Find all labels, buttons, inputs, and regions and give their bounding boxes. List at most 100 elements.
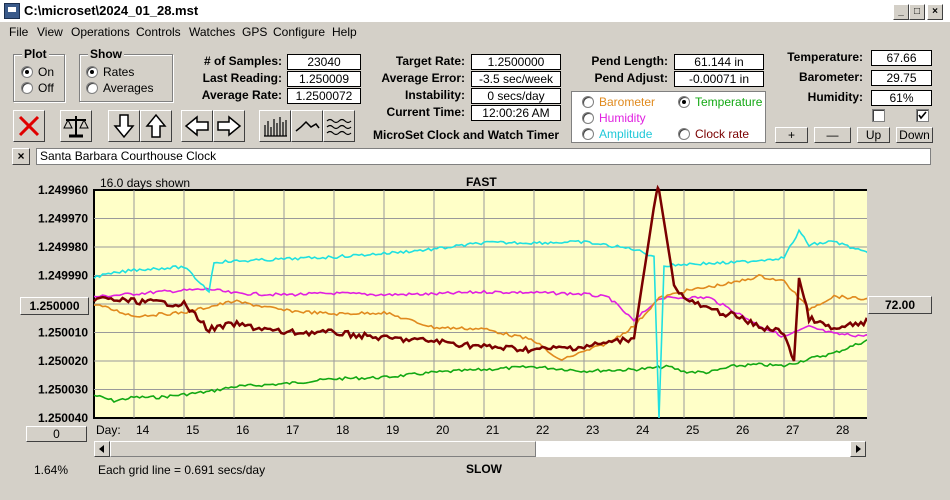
sensor-down-button[interactable]: Down [896, 127, 933, 143]
samples-label: # of Samples: [180, 54, 282, 68]
chart-panel: 1.249960 1.249970 1.249980 1.249990 1.250000… [14, 172, 867, 448]
pend-adjust-label: Pend Adjust: [566, 71, 668, 85]
scroll-track[interactable] [536, 441, 850, 457]
menu-configure[interactable]: Configure [273, 25, 325, 39]
arrow-down-icon [109, 111, 139, 141]
left-tick-label: 1.249960 [38, 183, 88, 197]
show-averages-label: Averages [103, 81, 153, 95]
aux-temperature-radio[interactable]: Temperature [678, 95, 762, 109]
close-button[interactable]: × [927, 4, 943, 20]
day-tick-label: 28 [836, 423, 850, 437]
menu-controls[interactable]: Controls [136, 25, 181, 39]
scroll-value-button[interactable]: 0 [26, 426, 87, 442]
red-x-icon [14, 111, 44, 141]
menu-view[interactable]: View [37, 25, 63, 39]
plot-on-radio[interactable]: On [21, 65, 54, 79]
scroll-left-icon [95, 442, 109, 456]
sensor-checkbox-2[interactable] [916, 109, 929, 122]
left-arrow-button[interactable] [181, 110, 213, 142]
plot-off-label: Off [38, 81, 54, 95]
horizontal-scrollbar[interactable] [94, 441, 866, 457]
day-tick-label: 18 [336, 423, 350, 437]
target-rate-value: 1.2500000 [471, 54, 561, 70]
menu-watches[interactable]: Watches [189, 25, 235, 39]
sensor-minus-button[interactable]: — [814, 127, 851, 143]
aux-amplitude-label: Amplitude [599, 127, 652, 141]
show-averages-radio[interactable]: Averages [86, 81, 153, 95]
menu-help[interactable]: Help [332, 25, 357, 39]
fast-label: FAST [466, 175, 497, 189]
clock-name-field[interactable]: Santa Barbara Courthouse Clock [36, 148, 931, 165]
scroll-right-button[interactable] [850, 441, 866, 457]
pend-adjust-value: -0.00071 in [674, 71, 764, 87]
aux-humidity-label: Humidity [599, 111, 646, 125]
radio-off-indicator [21, 82, 33, 94]
day-tick-label: 26 [736, 423, 750, 437]
checkmark-icon [917, 110, 928, 121]
day-tick-label: 14 [136, 423, 150, 437]
app-icon [4, 3, 20, 19]
scroll-left-button[interactable] [94, 441, 110, 457]
day-tick-label: 15 [186, 423, 200, 437]
menu-gps[interactable]: GPS [242, 25, 267, 39]
left-tick-label: 1.250040 [38, 411, 88, 425]
menu-file[interactable]: File [9, 25, 28, 39]
right-arrow-button[interactable] [213, 110, 245, 142]
left-axis-value-button[interactable]: 1.250000 [20, 297, 89, 315]
aux-amplitude-radio[interactable]: Amplitude [582, 127, 652, 141]
sensor-up-button[interactable]: Up [857, 127, 890, 143]
line-plot-button[interactable] [291, 110, 323, 142]
aux-clock-rate-radio[interactable]: Clock rate [678, 127, 749, 141]
day-tick-label: 22 [536, 423, 550, 437]
wave-icon [324, 111, 354, 141]
show-rates-radio[interactable]: Rates [86, 65, 134, 79]
up-arrow-button[interactable] [140, 110, 172, 142]
day-tick-label: 24 [636, 423, 650, 437]
current-time-label: Current Time: [364, 105, 465, 119]
zoom-percent: 1.64% [34, 463, 68, 477]
barometer-value: 29.75 [871, 70, 932, 86]
scroll-thumb[interactable] [110, 441, 536, 457]
aux-barometer-label: Barometer [599, 95, 655, 109]
radio-on-indicator [21, 66, 33, 78]
average-error-value: -3.5 sec/week [471, 71, 561, 87]
slow-label: SLOW [466, 462, 502, 476]
sensor-checkbox-1[interactable] [872, 109, 885, 122]
maximize-button[interactable]: □ [909, 4, 925, 20]
show-rates-label: Rates [103, 65, 134, 79]
aux-plot-selector: Barometer Temperature Humidity Amplitude… [571, 91, 766, 143]
bar-plot-button[interactable] [259, 110, 291, 142]
line-plot-icon [292, 111, 322, 141]
radio-off-indicator [678, 128, 690, 140]
app-subtitle: MicroSet Clock and Watch Timer [373, 128, 559, 142]
instability-value: 0 secs/day [471, 88, 561, 104]
humidity-value: 61% [871, 90, 932, 106]
instability-label: Instability: [364, 88, 465, 102]
radio-off-indicator [86, 82, 98, 94]
right-axis-value-button[interactable]: 72.00 [868, 296, 932, 314]
clear-clock-button[interactable]: × [12, 148, 30, 165]
balance-button[interactable] [60, 110, 92, 142]
minimize-button[interactable]: _ [893, 4, 909, 20]
aux-humidity-radio[interactable]: Humidity [582, 111, 646, 125]
radio-off-indicator [582, 128, 594, 140]
day-tick-label: 21 [486, 423, 500, 437]
temperature-label: Temperature: [772, 50, 863, 64]
day-axis-label: Day: [96, 423, 121, 437]
day-tick-label: 25 [686, 423, 700, 437]
aux-barometer-radio[interactable]: Barometer [582, 95, 655, 109]
menu-bar: File View Operations Controls Watches GP… [0, 22, 950, 42]
last-reading-value: 1.250009 [287, 71, 361, 87]
humidity-label: Humidity: [772, 90, 863, 104]
day-tick-label: 27 [786, 423, 800, 437]
sensor-plus-button[interactable]: + [775, 127, 808, 143]
smooth-plot-button[interactable] [323, 110, 355, 142]
plot-off-radio[interactable]: Off [21, 81, 54, 95]
down-arrow-button[interactable] [108, 110, 140, 142]
radio-on-indicator [678, 96, 690, 108]
stop-button[interactable] [13, 110, 45, 142]
average-rate-label: Average Rate: [180, 88, 282, 102]
last-reading-label: Last Reading: [180, 71, 282, 85]
left-tick-label: 1.250010 [38, 326, 88, 340]
menu-operations[interactable]: Operations [71, 25, 130, 39]
